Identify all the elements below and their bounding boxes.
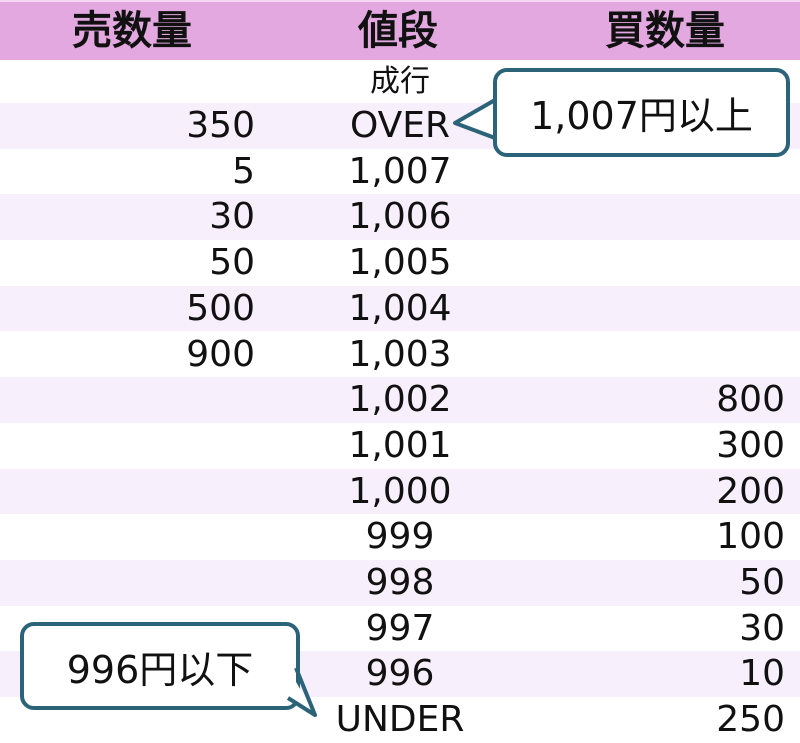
- price-cell: UNDER: [335, 699, 465, 741]
- table-header: 売数量 値段 買数量: [0, 0, 800, 60]
- callout-under-text: 996円以下: [66, 647, 254, 692]
- table-row: 5 1,007: [0, 149, 800, 195]
- price-cell: 1,001: [348, 424, 452, 466]
- table-row: 1,001 300: [0, 423, 800, 469]
- price-cell: 996: [365, 653, 435, 695]
- buy-quantity-cell: 30: [739, 607, 785, 649]
- sell-quantity-cell: 500: [186, 287, 255, 329]
- price-cell: 1,003: [348, 333, 452, 375]
- header-buy-quantity: 買数量: [605, 8, 725, 54]
- price-cell: 999: [365, 516, 435, 558]
- table-row: 500 1,004: [0, 285, 800, 332]
- buy-quantity-cell: 300: [716, 424, 785, 466]
- buy-quantity-cell: 800: [716, 379, 785, 421]
- sell-quantity-cell: 5: [232, 150, 255, 192]
- price-cell: 1,005: [348, 242, 452, 284]
- callout-over-text: 1,007円以上: [530, 94, 753, 138]
- buy-quantity-cell: 100: [716, 516, 785, 558]
- buy-quantity-cell: 10: [739, 653, 785, 695]
- header-price: 値段: [358, 8, 438, 54]
- table-row: 1,002 800: [0, 377, 800, 423]
- price-cell: OVER: [349, 105, 451, 146]
- sell-quantity-cell: 50: [209, 242, 255, 284]
- market-order-label: 成行: [370, 64, 430, 99]
- price-cell: 1,002: [348, 379, 452, 421]
- sell-quantity-cell: 350: [186, 105, 255, 146]
- price-cell: 997: [365, 607, 435, 649]
- callout-over: 1,007円以上: [493, 68, 790, 157]
- buy-quantity-cell: 250: [716, 699, 785, 741]
- table-row: 1,000 200: [0, 468, 800, 515]
- table-row: 900 1,003: [0, 332, 800, 378]
- callout-under: 996円以下: [20, 622, 300, 710]
- price-cell: 1,004: [348, 287, 452, 329]
- price-cell: 1,007: [348, 150, 452, 192]
- header-sell-quantity: 売数量: [72, 8, 192, 54]
- buy-quantity-cell: 200: [716, 470, 785, 512]
- table-row: 997 30: [0, 606, 800, 652]
- table-row: 999 100: [0, 514, 800, 560]
- table-row: 30 1,006: [0, 194, 800, 241]
- table-row: 50 1,005: [0, 240, 800, 286]
- price-cell: 998: [365, 562, 435, 603]
- price-cell: 1,000: [348, 470, 452, 512]
- table-row: UNDER 250: [0, 697, 800, 743]
- sell-quantity-cell: 30: [209, 196, 255, 238]
- sell-quantity-cell: 900: [186, 333, 255, 375]
- price-cell: 1,006: [348, 196, 452, 238]
- table-row: 998 50: [0, 560, 800, 606]
- buy-quantity-cell: 50: [739, 562, 785, 603]
